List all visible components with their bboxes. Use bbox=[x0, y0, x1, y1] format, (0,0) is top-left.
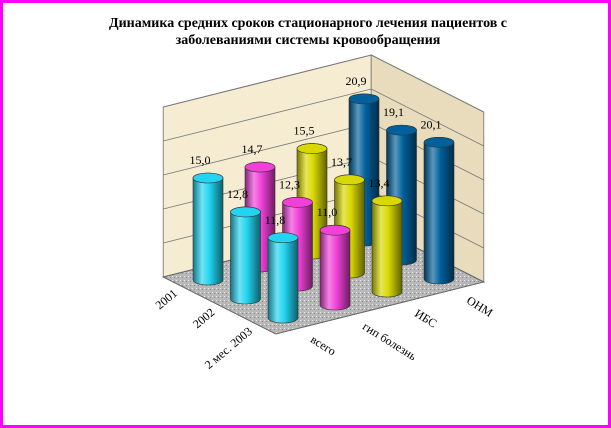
cylinder-top bbox=[334, 174, 365, 186]
cylinder-body bbox=[319, 224, 351, 311]
value-label: 14,7 bbox=[242, 142, 263, 156]
cylinder-top bbox=[296, 143, 328, 154]
value-label: 15,0 bbox=[190, 153, 211, 167]
value-label: 13,4 bbox=[369, 176, 390, 190]
value-label: 13,7 bbox=[331, 155, 352, 169]
depth-label: 2001 bbox=[153, 286, 180, 312]
cylinder-top bbox=[230, 206, 261, 218]
cylinder-body bbox=[267, 232, 299, 324]
cylinder-top bbox=[192, 172, 224, 184]
value-label: 19,1 bbox=[383, 105, 404, 119]
cylinder-top bbox=[244, 161, 276, 173]
category-label: всего bbox=[308, 332, 338, 358]
cylinder-top bbox=[386, 124, 417, 136]
value-label: 20,1 bbox=[421, 117, 442, 131]
chart-title: Динамика средних сроков стационарного ле… bbox=[108, 16, 507, 48]
cylinder-body bbox=[371, 195, 403, 298]
cylinder-body bbox=[230, 206, 261, 305]
value-label: 20,9 bbox=[346, 74, 367, 88]
cylinder-top bbox=[371, 195, 403, 207]
category-label: ИБС bbox=[412, 306, 439, 330]
category-label: гип болезнь bbox=[360, 319, 419, 363]
value-label: 12,3 bbox=[279, 177, 300, 191]
cylinder-body bbox=[192, 172, 224, 286]
cylinder-top bbox=[319, 224, 351, 236]
cylinder-top bbox=[267, 232, 299, 244]
cylinder-body bbox=[423, 137, 455, 285]
cylinder-top bbox=[348, 93, 380, 105]
depth-label: 2002 bbox=[190, 305, 217, 331]
value-label: 11,8 bbox=[265, 213, 286, 227]
value-label: 11,0 bbox=[317, 205, 338, 219]
grid-line bbox=[163, 88, 484, 147]
grid-line bbox=[163, 54, 484, 113]
value-label: 15,5 bbox=[294, 124, 315, 138]
depth-label: 2 мес. 2003 bbox=[202, 324, 255, 372]
value-label: 12,8 bbox=[227, 187, 248, 201]
category-label: ОНМ bbox=[464, 293, 495, 320]
cylinder-top bbox=[423, 137, 455, 148]
cylinder-top bbox=[282, 197, 313, 208]
